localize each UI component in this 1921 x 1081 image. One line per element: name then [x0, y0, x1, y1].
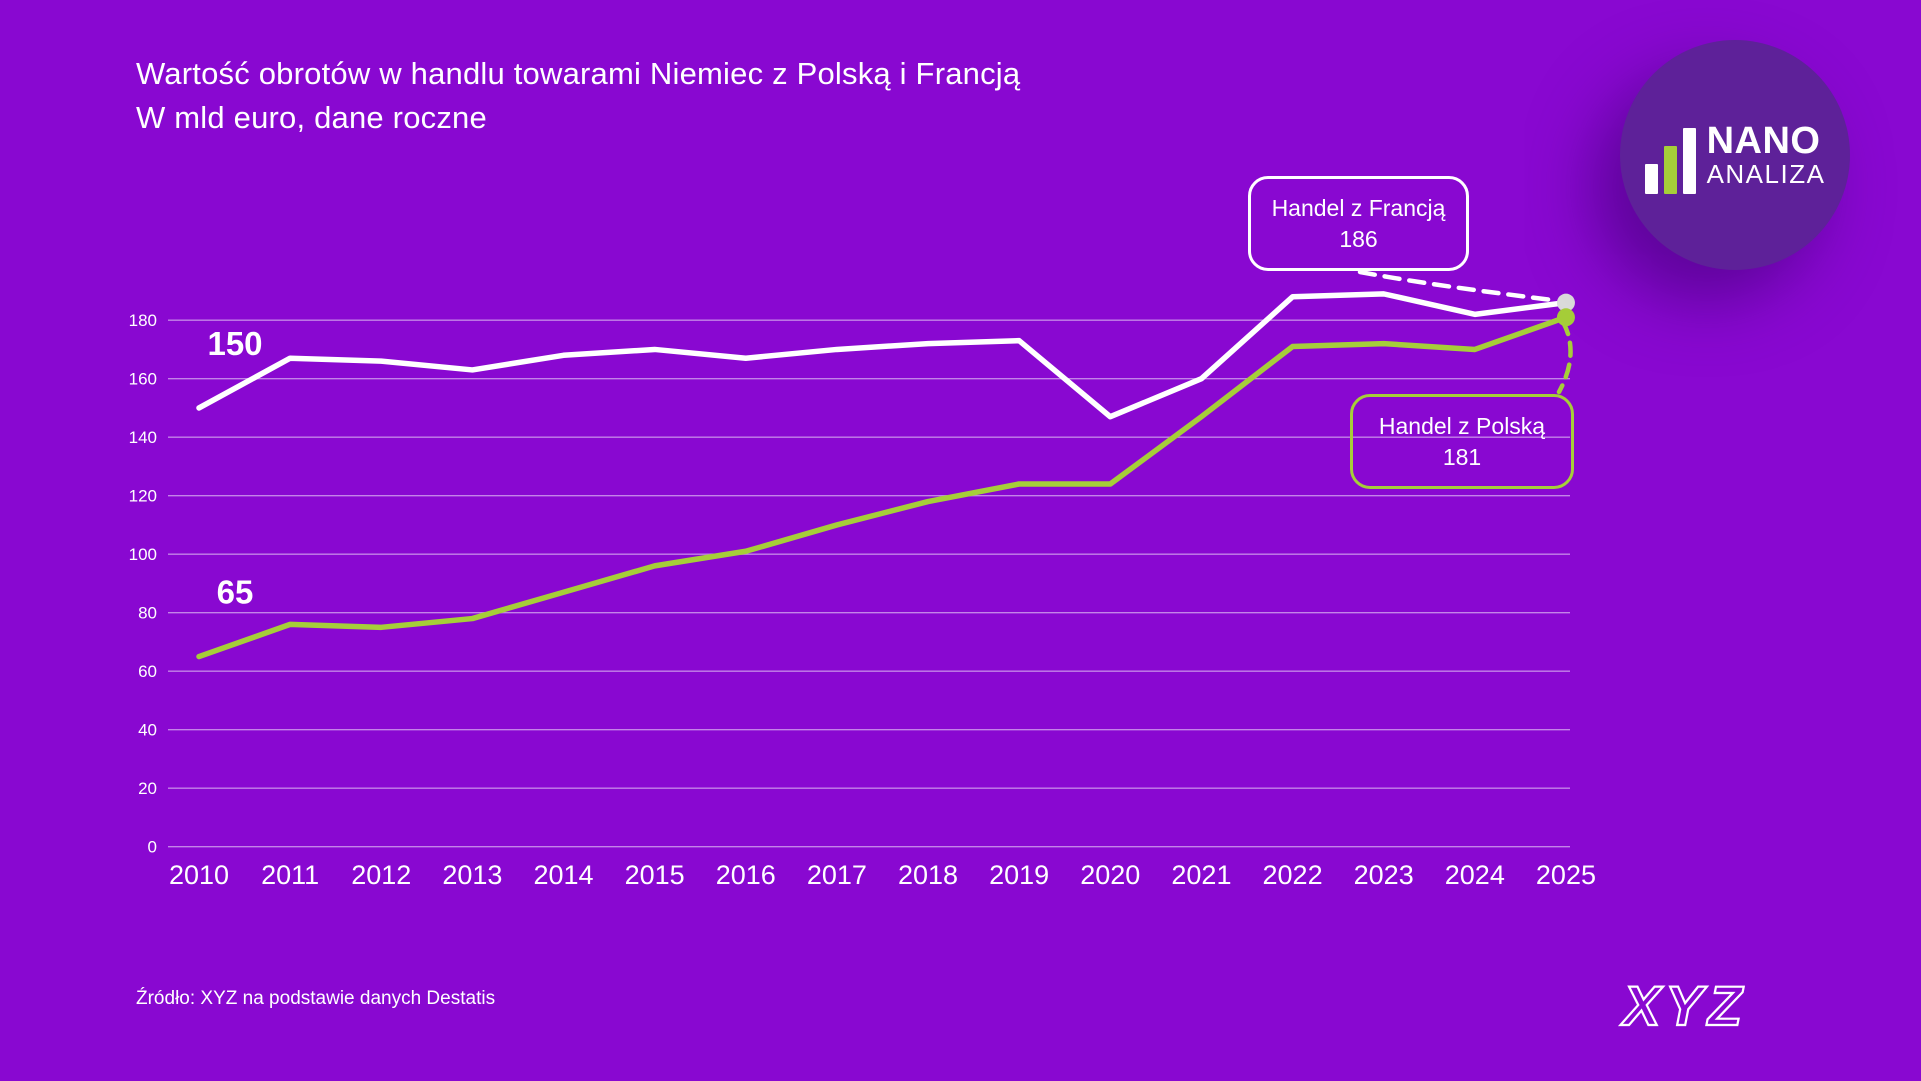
- series-line-france: [196, 291, 1569, 420]
- callout-france-value: 186: [1339, 225, 1378, 252]
- y-axis-tick-120: 120: [129, 487, 157, 506]
- series-line-poland: [196, 314, 1569, 660]
- bar-icon-large: [1682, 128, 1696, 194]
- x-axis-tick-2025: 2025: [1536, 860, 1596, 890]
- xyz-logo: XYZ: [1619, 973, 1747, 1038]
- endpoint-dot-poland: [1556, 308, 1575, 327]
- x-axis-tick-2017: 2017: [807, 860, 867, 890]
- x-axis-tick-2013: 2013: [442, 860, 502, 890]
- chart-subtitle: W mld euro, dane roczne: [136, 100, 487, 135]
- x-axis-tick-2016: 2016: [716, 860, 776, 890]
- y-axis-tick-20: 20: [138, 779, 157, 798]
- x-axis-tick-2024: 2024: [1445, 860, 1505, 890]
- source-note: Źródło: XYZ na podstawie danych Destatis: [136, 988, 496, 1009]
- x-axis-tick-2010: 2010: [169, 860, 229, 890]
- start-value-label-france: 150: [207, 325, 262, 362]
- bar-icon-medium: [1663, 146, 1677, 194]
- x-axis-tick-2018: 2018: [898, 860, 958, 890]
- endpoint-dot-france: [1556, 293, 1575, 312]
- x-axis-tick-2014: 2014: [533, 860, 593, 890]
- x-axis-tick-2022: 2022: [1263, 860, 1323, 890]
- logo-name-bottom: ANALIZA: [1706, 159, 1826, 189]
- bar-chart-icon: [1644, 128, 1696, 194]
- y-axis-tick-140: 140: [129, 428, 157, 447]
- callout-connector-poland: [1556, 319, 1573, 395]
- callout-france-label: Handel z Francją: [1271, 194, 1446, 221]
- callout-poland-value: 181: [1442, 443, 1482, 470]
- chart-title: Wartość obrotów w handlu towarami Niemie…: [136, 52, 1020, 140]
- y-axis-tick-60: 60: [138, 662, 157, 681]
- start-value-label-poland: 65: [217, 574, 254, 611]
- callout-connector-france: [1357, 269, 1555, 303]
- x-axis-tick-2012: 2012: [351, 860, 411, 890]
- x-axis-tick-2015: 2015: [625, 860, 685, 890]
- y-axis-tick-40: 40: [138, 721, 157, 740]
- x-axis-tick-2020: 2020: [1080, 860, 1140, 890]
- callout-handel-z-francja: Handel z Francją 186: [1248, 176, 1469, 271]
- x-axis-tick-2023: 2023: [1354, 860, 1414, 890]
- y-axis-tick-0: 0: [148, 838, 157, 857]
- y-axis-tick-80: 80: [138, 604, 157, 623]
- y-axis-tick-180: 180: [129, 311, 157, 330]
- x-axis-tick-2019: 2019: [989, 860, 1049, 890]
- nano-analiza-logo: NANO ANALIZA: [1620, 40, 1850, 270]
- y-axis-tick-160: 160: [129, 370, 157, 389]
- logo-wordmark: NANO ANALIZA: [1707, 122, 1826, 188]
- x-axis-tick-2011: 2011: [261, 860, 319, 890]
- svg-text:XYZ: XYZ: [1620, 974, 1747, 1037]
- bar-icon-small: [1644, 164, 1658, 194]
- callout-poland-label: Handel z Polską: [1378, 412, 1546, 439]
- callout-handel-z-polska: Handel z Polską 181: [1350, 394, 1574, 489]
- x-axis-tick-2021: 2021: [1171, 860, 1231, 890]
- chart-title-line1: Wartość obrotów w handlu towarami Niemie…: [136, 56, 1021, 91]
- logo-name-top: NANO: [1706, 120, 1821, 162]
- y-axis-tick-100: 100: [129, 545, 157, 564]
